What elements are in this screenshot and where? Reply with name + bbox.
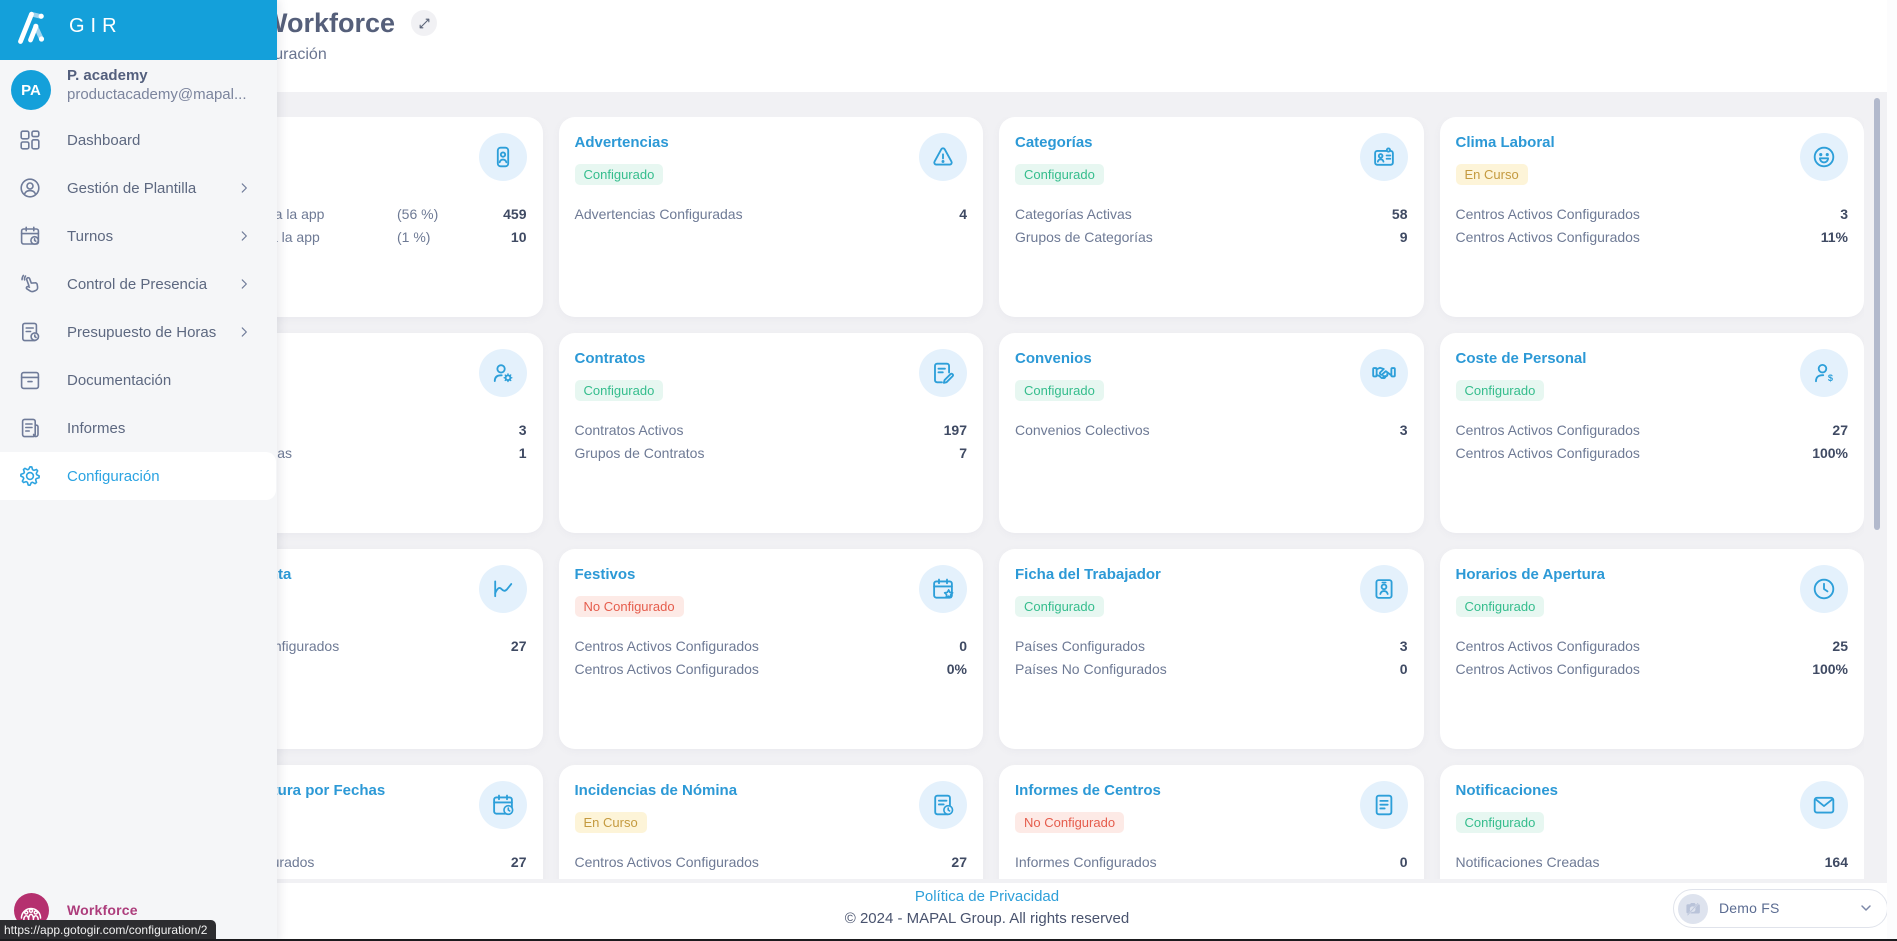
svg-text:$: $ <box>1828 373 1833 383</box>
